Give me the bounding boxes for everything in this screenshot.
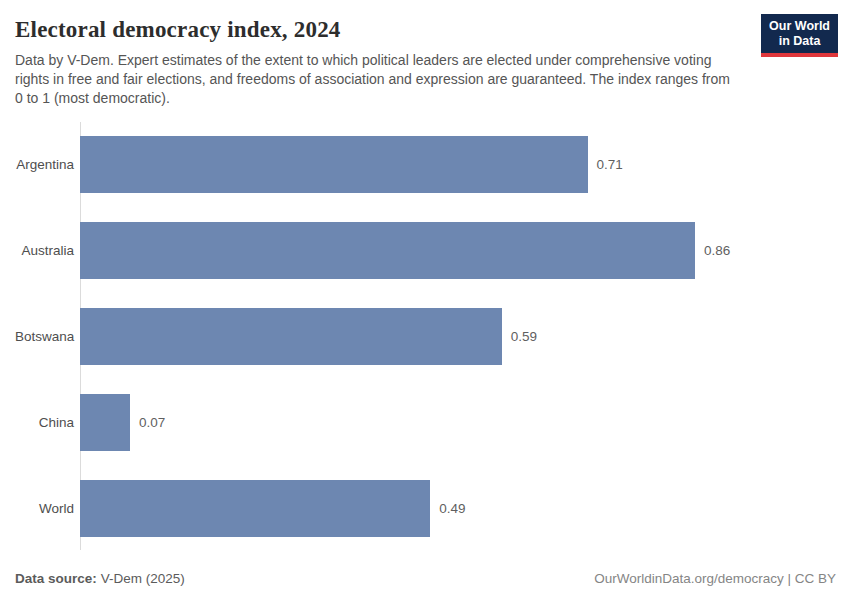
bar[interactable]	[80, 308, 502, 365]
data-source-value: V-Dem (2025)	[101, 571, 185, 586]
bar-area: 0.49	[80, 466, 835, 552]
value-label: 0.59	[511, 329, 537, 344]
data-source: Data source: V-Dem (2025)	[15, 571, 185, 586]
bar-rows: Argentina 0.71 Australia 0.86 Botswana 0.59 Ch…	[15, 122, 835, 552]
bar-row: Argentina 0.71	[15, 122, 835, 208]
category-label: Australia	[15, 243, 80, 258]
category-label: China	[15, 415, 80, 430]
chart-title: Electoral democracy index, 2024	[15, 16, 835, 44]
value-label: 0.86	[704, 243, 730, 258]
category-label: Botswana	[15, 329, 80, 344]
bar-row: China 0.07	[15, 380, 835, 466]
bar-row: Botswana 0.59	[15, 294, 835, 380]
value-label: 0.49	[439, 501, 465, 516]
value-label: 0.07	[139, 415, 165, 430]
bar[interactable]	[80, 222, 695, 279]
chart-footer: Data source: V-Dem (2025) OurWorldinData.…	[15, 571, 836, 586]
bar-area: 0.59	[80, 294, 835, 380]
bar-area: 0.07	[80, 380, 835, 466]
bar[interactable]	[80, 394, 130, 451]
owid-logo-line1: Our World	[769, 19, 830, 34]
value-label: 0.71	[597, 157, 623, 172]
chart-subtitle: Data by V-Dem. Expert estimates of the e…	[15, 51, 731, 108]
owid-logo[interactable]: Our World in Data	[761, 14, 838, 57]
attribution-link[interactable]: OurWorldinData.org/democracy | CC BY	[594, 571, 836, 586]
bar[interactable]	[80, 136, 588, 193]
category-label: World	[15, 501, 80, 516]
bar-row: World 0.49	[15, 466, 835, 552]
bar[interactable]	[80, 480, 430, 537]
bar-chart: Argentina 0.71 Australia 0.86 Botswana 0.59 Ch…	[15, 122, 835, 552]
owid-logo-line2: in Data	[769, 34, 830, 49]
chart-header: Electoral democracy index, 2024 Data by …	[0, 0, 850, 108]
bar-area: 0.86	[80, 208, 835, 294]
bar-row: Australia 0.86	[15, 208, 835, 294]
category-label: Argentina	[15, 157, 80, 172]
data-source-label: Data source:	[15, 571, 97, 586]
chart-frame: Electoral democracy index, 2024 Data by …	[0, 0, 850, 600]
bar-area: 0.71	[80, 122, 835, 208]
